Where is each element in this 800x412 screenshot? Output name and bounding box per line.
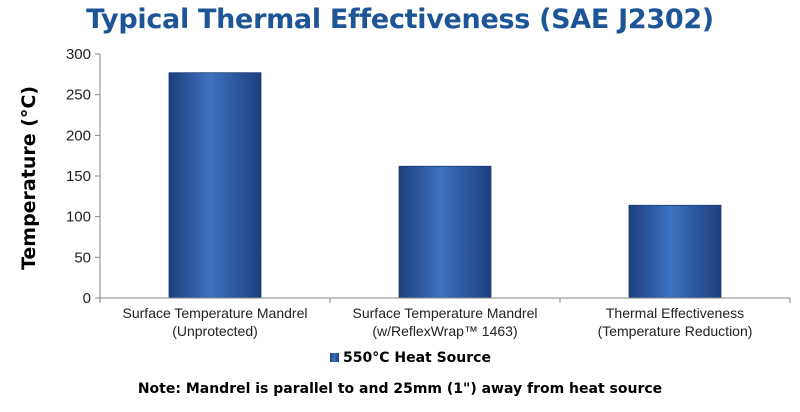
- y-tick-label: 150: [66, 168, 91, 185]
- legend: 550°C Heat Source: [330, 350, 491, 366]
- y-tick-label: 250: [66, 87, 91, 104]
- chart-note: Note: Mandrel is parallel to and 25mm (1…: [137, 381, 663, 397]
- y-axis-title: Temperature (°C): [18, 86, 40, 270]
- x-tick-label: (Unprotected): [172, 323, 258, 339]
- bars: [168, 72, 722, 299]
- y-tick-label: 100: [66, 209, 91, 226]
- chart-title: Typical Thermal Effectiveness (SAE J2302…: [86, 4, 714, 35]
- bar: [628, 204, 722, 299]
- x-tick-label: (w/ReflexWrap™ 1463): [372, 323, 517, 339]
- x-tick-label: Surface Temperature Mandrel: [123, 305, 308, 321]
- y-tick-label: 300: [66, 46, 91, 63]
- legend-swatch: [330, 353, 339, 362]
- bar: [168, 72, 262, 299]
- legend-label: 550°C Heat Source: [343, 350, 491, 366]
- y-tick-label: 0: [83, 290, 91, 307]
- x-tick-label: (Temperature Reduction): [598, 323, 753, 339]
- bar: [398, 165, 492, 299]
- y-axis-ticks: 0 50 100 150 200 250 300: [66, 46, 100, 307]
- y-tick-label: 200: [66, 127, 91, 144]
- axes: [99, 54, 790, 299]
- x-tick-label: Thermal Effectiveness: [606, 305, 744, 321]
- y-tick-label: 50: [74, 249, 91, 266]
- x-tick-label: Surface Temperature Mandrel: [353, 305, 538, 321]
- x-axis-labels: Surface Temperature Mandrel (Unprotected)…: [99, 298, 791, 339]
